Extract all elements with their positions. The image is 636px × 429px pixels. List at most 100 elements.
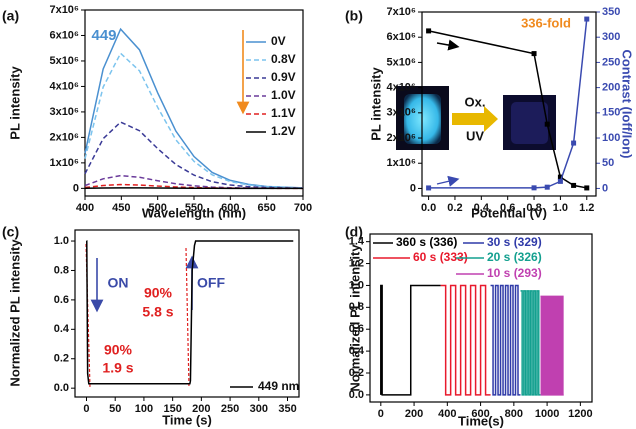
x-tick-label: 1000 xyxy=(535,408,559,420)
x-tick-label: 100 xyxy=(135,403,153,415)
y2-tick-label: 50 xyxy=(602,157,614,169)
y2-tick-label: 300 xyxy=(602,31,620,43)
y2-tick-label: 250 xyxy=(602,56,620,68)
annotation: 90% xyxy=(144,285,173,301)
y-axis-label: Normalized PL intensity xyxy=(7,239,22,387)
annotation: OFF xyxy=(197,275,225,291)
x-tick-label: 250 xyxy=(221,403,239,415)
legend-label: 1.0V xyxy=(271,88,296,102)
y-tick-label: 0 xyxy=(410,182,416,194)
panel-label: (d) xyxy=(345,224,363,240)
point xyxy=(544,184,550,190)
series-line xyxy=(490,284,521,396)
series-line xyxy=(86,240,294,385)
series-line xyxy=(540,295,564,396)
y2-tick-label: 200 xyxy=(602,82,620,94)
x-tick-label: 150 xyxy=(163,403,181,415)
legend-label: 0V xyxy=(271,34,286,48)
series-line xyxy=(428,18,588,189)
y-tick-label: 3x10⁶ xyxy=(386,107,416,119)
y-tick-label: 7x10⁶ xyxy=(49,4,79,16)
x-tick-label: 0.4 xyxy=(474,202,490,214)
x-tick-label: 600 xyxy=(221,202,239,214)
y-tick-label: 0.2 xyxy=(54,353,69,365)
point xyxy=(571,182,577,188)
panel-label: (a) xyxy=(2,8,19,24)
y-tick-label: 0.0 xyxy=(349,389,364,401)
x-tick-label: 400 xyxy=(76,202,94,214)
annotation: ON xyxy=(108,275,129,291)
x-axis-label: Time(s) xyxy=(458,413,504,428)
x-tick-label: 0.8 xyxy=(526,202,541,214)
series-line xyxy=(84,52,304,189)
y-tick-label: 3x10⁶ xyxy=(49,106,79,118)
x-tick-label: 650 xyxy=(257,202,275,214)
y-tick-label: 6x10⁶ xyxy=(386,31,416,43)
y-tick-label: 1.4 xyxy=(349,236,365,248)
x-axis-label: Wavelength (nm) xyxy=(142,205,246,220)
x-tick-label: 800 xyxy=(505,408,523,420)
annotation: Ox. xyxy=(465,94,486,109)
plot-frame xyxy=(74,229,300,398)
x-tick-label: 200 xyxy=(405,408,423,420)
legend-label: 60 s (333) xyxy=(413,250,468,264)
point xyxy=(584,185,590,191)
axis-arrow xyxy=(436,39,460,51)
x-tick-label: 550 xyxy=(185,202,203,214)
legend-label: 20 s (326) xyxy=(487,250,542,264)
x-tick-label: 0 xyxy=(83,403,89,415)
legend-label: 1.2V xyxy=(271,124,296,138)
x-tick-label: 1200 xyxy=(568,408,592,420)
series-line xyxy=(84,121,304,189)
annotation: UV xyxy=(466,128,484,143)
point xyxy=(557,178,563,184)
plot-frame xyxy=(84,9,304,197)
point xyxy=(426,28,432,34)
inset-arrow xyxy=(452,106,498,132)
y-tick-label: 0 xyxy=(73,182,79,194)
y-tick-label: 2x10⁶ xyxy=(49,131,79,143)
legend-label: 10 s (293) xyxy=(487,266,542,280)
panel-label: (c) xyxy=(2,224,19,240)
x-tick-label: 0 xyxy=(378,408,384,420)
y-tick-label: 1.2 xyxy=(349,257,364,269)
point xyxy=(531,51,537,57)
annotation: 449 xyxy=(91,27,116,44)
plot-frame xyxy=(369,233,593,403)
x-tick-label: 0.2 xyxy=(447,202,462,214)
y-tick-label: 0.8 xyxy=(349,301,364,313)
y-tick-label: 6x10⁶ xyxy=(49,29,79,41)
x-tick-label: 400 xyxy=(438,408,456,420)
y2-tick-label: 150 xyxy=(602,107,620,119)
point xyxy=(426,185,432,191)
y-tick-label: 1.0 xyxy=(349,279,364,291)
annotation: 1.9 s xyxy=(102,360,133,376)
y-tick-label: 0.6 xyxy=(349,323,364,335)
y-axis-label: Normalized PL intensity xyxy=(347,244,362,392)
legend-label: 0.8V xyxy=(271,52,296,66)
x-tick-label: 700 xyxy=(294,202,312,214)
y-tick-label: 4x10⁶ xyxy=(49,80,79,92)
y-tick-label: 0.8 xyxy=(54,264,69,276)
panel-label: (b) xyxy=(345,8,363,24)
series-line xyxy=(520,290,541,396)
x-tick-label: 600 xyxy=(471,408,489,420)
y2-tick-label: 350 xyxy=(602,6,620,18)
series-line xyxy=(84,183,304,190)
inset-dim xyxy=(511,102,548,144)
y-tick-label: 0.0 xyxy=(54,382,69,394)
y-tick-label: 0.2 xyxy=(349,367,364,379)
y-tick-label: 4x10⁶ xyxy=(386,82,416,94)
x-tick-label: 1.0 xyxy=(553,202,568,214)
series-line xyxy=(440,284,491,396)
y-tick-label: 0.4 xyxy=(54,323,70,335)
point xyxy=(571,140,577,146)
x-tick-label: 200 xyxy=(192,403,210,415)
y-tick-label: 1.0 xyxy=(54,235,69,247)
x-axis-label: Potential (V) xyxy=(471,205,547,220)
point xyxy=(544,121,550,127)
x-tick-label: 300 xyxy=(250,403,268,415)
y2-tick-label: 100 xyxy=(602,132,620,144)
